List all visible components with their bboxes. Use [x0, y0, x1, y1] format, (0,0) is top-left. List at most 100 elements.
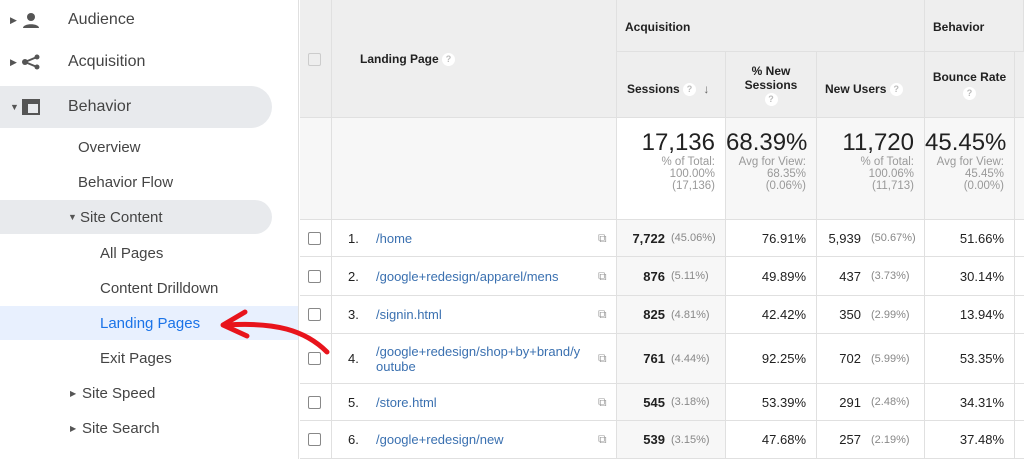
- sidebar-item-site-search[interactable]: ▶ Site Search: [0, 411, 160, 445]
- sidebar-item-behavior-flow[interactable]: Behavior Flow: [78, 173, 174, 191]
- help-icon[interactable]: ?: [963, 87, 976, 100]
- new-users-header[interactable]: New Users ?: [817, 52, 925, 118]
- table-row: [300, 421, 332, 459]
- total-pct: 45.45%: [964, 168, 1004, 180]
- row-checkbox[interactable]: [308, 433, 321, 446]
- help-icon[interactable]: ?: [683, 83, 697, 97]
- row-checkbox[interactable]: [308, 308, 321, 321]
- row-number: 5.: [348, 394, 359, 410]
- bounce-cell: 34.31%: [925, 384, 1015, 421]
- header-label: Sessions: [627, 82, 680, 96]
- landing-page-cell: 4. /google+redesign/shop+by+brand/youtube…: [332, 334, 617, 384]
- bounce-cell: 13.94%: [925, 296, 1015, 334]
- landing-page-cell: 5. /store.html ⧉: [332, 384, 617, 421]
- landing-page-header[interactable]: Landing Page ?: [332, 0, 617, 118]
- landing-page-link[interactable]: /home: [376, 230, 413, 246]
- sidebar-item-label: Behavior: [68, 98, 132, 115]
- row-checkbox[interactable]: [308, 395, 321, 409]
- landing-page-link[interactable]: /google+redesign/apparel/mens: [376, 268, 559, 284]
- open-page-icon[interactable]: ⧉: [598, 268, 607, 283]
- sidebar-item-label: Site Search: [82, 419, 160, 437]
- new-users-pct: (2.19%): [871, 433, 910, 446]
- sidebar-item-audience[interactable]: ▶ Audience: [0, 0, 272, 40]
- sidebar-item-label: Acquisition: [68, 53, 146, 70]
- pct-new-cell: 53.39%: [726, 384, 817, 421]
- new-users-pct: (50.67%): [871, 232, 916, 244]
- sessions-value: 545: [643, 394, 665, 410]
- caret-down-icon: ▼: [10, 102, 19, 112]
- totals-spacer: [332, 118, 617, 220]
- sidebar-item-content-drilldown[interactable]: Content Drilldown: [100, 279, 219, 297]
- pct-new-cell: 76.91%: [726, 220, 817, 257]
- total-pct: 68.35%: [766, 168, 806, 180]
- sessions-cell: 7,722 (45.06%): [617, 220, 726, 257]
- landing-page-link[interactable]: /google+redesign/shop+by+brand/youtube: [376, 343, 581, 374]
- sidebar-item-behavior[interactable]: ▼ Behavior: [0, 86, 272, 128]
- sidebar-item-site-content[interactable]: ▼ Site Content: [0, 200, 272, 234]
- sidebar-item-label: Audience: [68, 11, 135, 28]
- select-all-checkbox[interactable]: [308, 53, 321, 66]
- new-users-value: 291: [839, 394, 861, 410]
- header-label: New Users: [825, 82, 887, 96]
- landing-page-cell: 1. /home ⧉: [332, 220, 617, 257]
- caret-right-icon: ▶: [70, 423, 77, 433]
- sessions-pct: (5.11%): [671, 270, 709, 282]
- sidebar-item-overview[interactable]: Overview: [78, 138, 141, 156]
- header-label: % New Sessions: [744, 64, 798, 92]
- total-value: 17,136: [641, 129, 715, 156]
- new-users-pct: (2.99%): [871, 308, 910, 321]
- pct-new-cell: 92.25%: [726, 334, 817, 384]
- new-users-pct: (2.48%): [871, 396, 910, 408]
- open-page-icon[interactable]: ⧉: [598, 230, 607, 245]
- sidebar-item-acquisition[interactable]: ▶ Acquisition: [0, 42, 272, 82]
- total-value: 11,720: [842, 129, 914, 156]
- acquisition-icon: [22, 54, 40, 70]
- caret-right-icon: ▶: [10, 56, 17, 67]
- row-checkbox[interactable]: [308, 352, 321, 365]
- row-number: 3.: [348, 307, 359, 322]
- new-users-cell: 257 (2.19%): [817, 421, 925, 459]
- sessions-pct: (4.81%): [671, 308, 710, 321]
- total-abs: (11,713): [872, 180, 914, 192]
- header-label: Landing Page: [360, 52, 439, 66]
- sidebar-item-exit-pages[interactable]: Exit Pages: [100, 349, 172, 367]
- acquisition-group-header: Acquisition: [617, 0, 925, 52]
- sidebar-item-site-speed[interactable]: ▶ Site Speed: [0, 376, 155, 410]
- open-page-icon[interactable]: ⧉: [598, 307, 607, 321]
- total-new-users: 11,720% of Total: 100.06% (11,713): [817, 118, 925, 220]
- landing-page-cell: 6. /google+redesign/new ⧉: [332, 421, 617, 459]
- help-icon[interactable]: ?: [889, 83, 903, 97]
- new-users-cell: 437 (3.73%): [817, 257, 925, 296]
- next-column-cell: [1015, 421, 1024, 459]
- next-column-cell: [1015, 296, 1024, 334]
- pct-new-cell: 42.42%: [726, 296, 817, 334]
- landing-page-link[interactable]: /signin.html: [376, 307, 442, 322]
- open-page-icon[interactable]: ⧉: [598, 351, 607, 365]
- row-checkbox[interactable]: [308, 231, 321, 245]
- row-checkbox[interactable]: [308, 269, 321, 283]
- bounce-cell: 30.14%: [925, 257, 1015, 296]
- sessions-pct: (3.15%): [671, 433, 710, 446]
- new-users-value: 5,939: [828, 230, 861, 246]
- new-users-value: 350: [839, 307, 861, 322]
- sessions-cell: 539 (3.15%): [617, 421, 726, 459]
- totals-spacer: [300, 118, 332, 220]
- total-label: % of Total:: [661, 156, 716, 168]
- help-icon[interactable]: ?: [442, 53, 456, 67]
- help-icon[interactable]: ?: [764, 93, 778, 107]
- select-all-header: [300, 0, 332, 118]
- open-page-icon[interactable]: ⧉: [598, 394, 607, 409]
- sidebar-item-all-pages[interactable]: All Pages: [100, 244, 164, 262]
- sort-down-arrow-icon[interactable]: ↓: [703, 82, 710, 96]
- bounce-rate-header[interactable]: Bounce Rate?: [925, 52, 1015, 118]
- pct-new-sessions-header[interactable]: % New Sessions?: [726, 52, 817, 118]
- next-column-cell: [1015, 334, 1024, 384]
- landing-pages-table: Landing Page ? Acquisition Behavior Sess…: [300, 0, 1024, 459]
- landing-page-link[interactable]: /store.html: [376, 394, 437, 410]
- landing-page-cell: 3. /signin.html ⧉: [332, 296, 617, 334]
- open-page-icon[interactable]: ⧉: [598, 432, 607, 446]
- new-users-value: 437: [839, 268, 861, 284]
- total-pct: 100.00%: [669, 168, 715, 180]
- landing-page-link[interactable]: /google+redesign/new: [376, 432, 504, 447]
- sessions-header[interactable]: Sessions ? ↓: [617, 52, 726, 118]
